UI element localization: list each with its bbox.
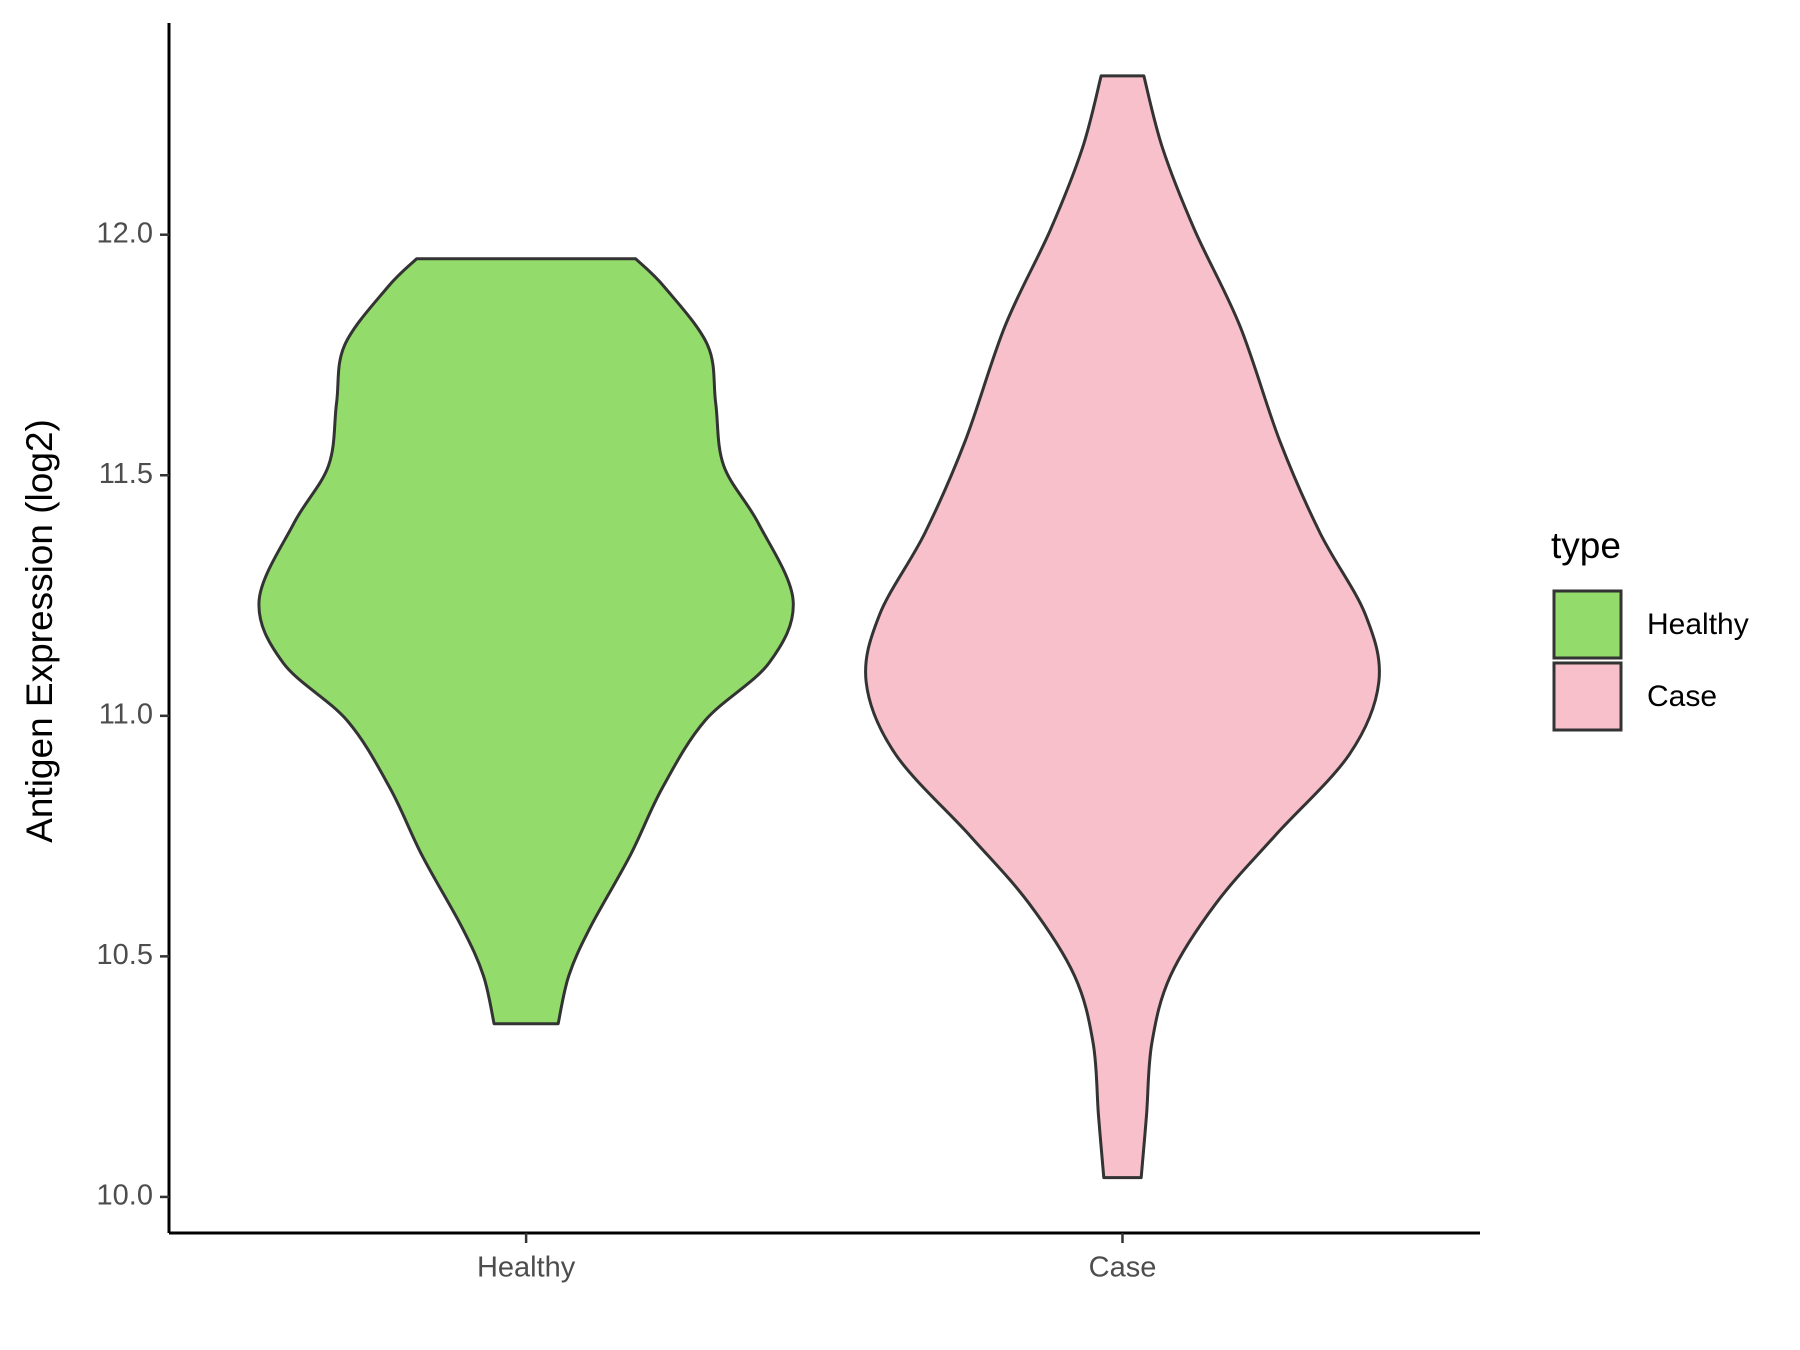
y-tick-label: 12.0 xyxy=(97,217,153,249)
legend-label: Healthy xyxy=(1647,608,1749,641)
y-tick-label: 10.0 xyxy=(97,1180,153,1212)
x-tick-label: Case xyxy=(1089,1252,1157,1284)
violin xyxy=(864,74,1381,1180)
legend-key xyxy=(1552,661,1623,732)
y-tick-label: 11.5 xyxy=(99,458,153,490)
y-tick-label: 11.0 xyxy=(99,698,153,730)
legend-label: Case xyxy=(1647,680,1717,713)
y-tick-label: 10.5 xyxy=(97,939,153,971)
y-axis-title: Antigen Expression (log2) xyxy=(19,419,60,843)
legend-title: type xyxy=(1551,525,1621,566)
legend-key xyxy=(1552,589,1623,660)
x-tick-label: Healthy xyxy=(477,1252,576,1284)
violin xyxy=(257,257,795,1026)
